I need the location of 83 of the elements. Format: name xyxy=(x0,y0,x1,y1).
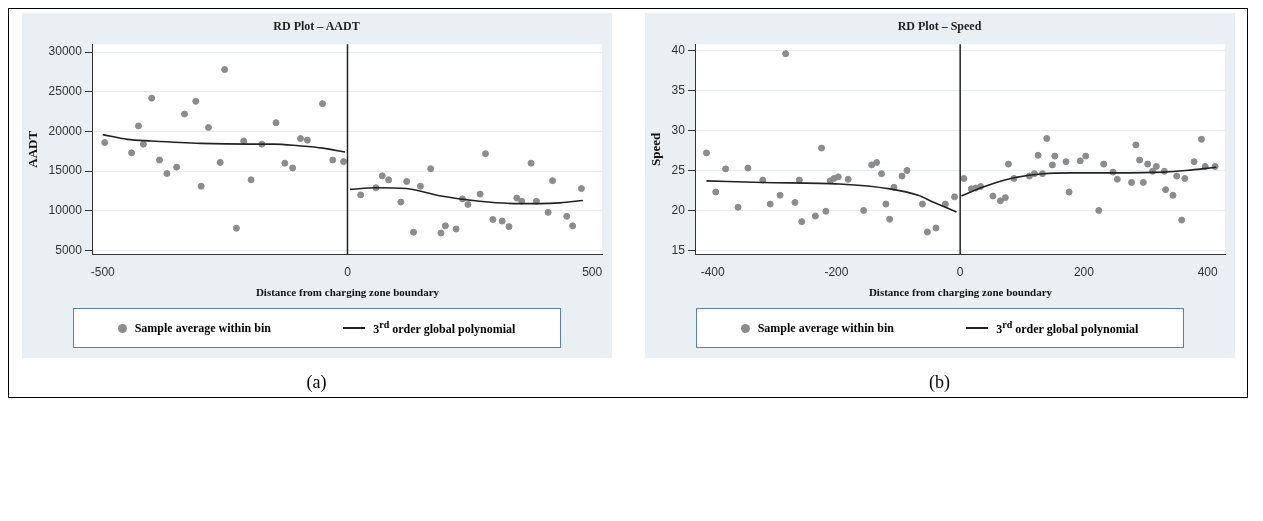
legend-label: Sample average within bin xyxy=(757,320,894,336)
point xyxy=(204,123,212,131)
point xyxy=(402,177,410,185)
point xyxy=(441,222,449,230)
point xyxy=(396,198,404,206)
point xyxy=(409,228,417,236)
y-tick-label: 20 xyxy=(671,202,685,217)
x-tick-label: 200 xyxy=(1073,264,1094,279)
y-axis-title: AADT xyxy=(24,130,40,168)
y-tick-label: 10000 xyxy=(48,203,82,218)
point xyxy=(328,156,336,164)
y-tick-label: 5000 xyxy=(54,242,82,257)
point xyxy=(191,97,199,105)
y-tick-label: 25000 xyxy=(48,84,82,99)
point xyxy=(463,200,471,208)
x-tick-label: 400 xyxy=(1197,264,1218,279)
point xyxy=(532,197,540,205)
point xyxy=(505,223,512,231)
x-axis-title: Distance from charging zone boundary xyxy=(255,286,440,299)
text: (b) xyxy=(929,372,950,393)
point xyxy=(318,100,326,108)
point xyxy=(548,177,556,185)
point xyxy=(426,165,434,173)
y-tick-label: 35 xyxy=(671,82,685,97)
point xyxy=(288,164,296,172)
point xyxy=(172,163,180,171)
point xyxy=(378,172,386,180)
x-tick-label: 0 xyxy=(343,264,351,279)
point xyxy=(139,140,147,148)
y-tick-label: 15 xyxy=(671,242,685,257)
point xyxy=(452,225,460,233)
y-tick-label: 20000 xyxy=(48,123,82,138)
point xyxy=(356,191,364,199)
point xyxy=(180,110,188,118)
y-tick-label: 15000 xyxy=(48,163,82,178)
point xyxy=(577,185,585,193)
point xyxy=(544,208,552,216)
point xyxy=(100,139,108,147)
point xyxy=(436,229,444,237)
point xyxy=(296,135,304,143)
point xyxy=(303,136,311,144)
point xyxy=(247,176,255,184)
point xyxy=(239,137,247,145)
legend-label: 3$^{rd}$ order global polynomial xyxy=(373,319,516,337)
point xyxy=(339,158,347,166)
point xyxy=(155,156,163,164)
legend-label: 3$^{rd}$ order global polynomial xyxy=(996,319,1139,337)
point xyxy=(162,169,170,177)
y-axis-title: Speed xyxy=(647,131,663,166)
chart-title: RD Plot – AADT xyxy=(272,19,361,34)
point xyxy=(232,224,240,232)
chart-title: RD Plot – Speed xyxy=(896,19,983,34)
point xyxy=(147,94,155,102)
point xyxy=(220,66,228,74)
x-tick-label: -500 xyxy=(90,264,115,279)
point xyxy=(280,159,288,167)
y-tick-label: 30000 xyxy=(48,44,82,59)
point xyxy=(568,222,576,230)
point xyxy=(272,119,280,127)
point xyxy=(488,216,496,223)
point xyxy=(481,150,489,158)
point xyxy=(216,158,224,166)
point xyxy=(476,190,484,198)
point xyxy=(384,176,392,184)
x-axis-title: Distance from charging zone boundary xyxy=(868,286,1053,299)
point xyxy=(498,217,506,225)
y-tick-label: 40 xyxy=(671,42,685,57)
point xyxy=(517,197,525,205)
x-tick-label: 0 xyxy=(956,264,964,279)
y-tick-label: 25 xyxy=(671,162,685,177)
point xyxy=(416,182,424,190)
x-tick-label: 500 xyxy=(581,264,603,279)
point xyxy=(197,182,205,190)
point xyxy=(134,122,142,130)
point xyxy=(127,149,135,157)
point xyxy=(527,159,535,167)
point xyxy=(562,212,570,220)
point xyxy=(512,194,520,202)
legend-label: Sample average within bin xyxy=(134,320,271,336)
text: (a) xyxy=(306,372,327,393)
y-tick-label: 30 xyxy=(671,122,685,137)
x-tick-label: -200 xyxy=(823,264,849,279)
x-tick-label: -400 xyxy=(700,264,725,279)
